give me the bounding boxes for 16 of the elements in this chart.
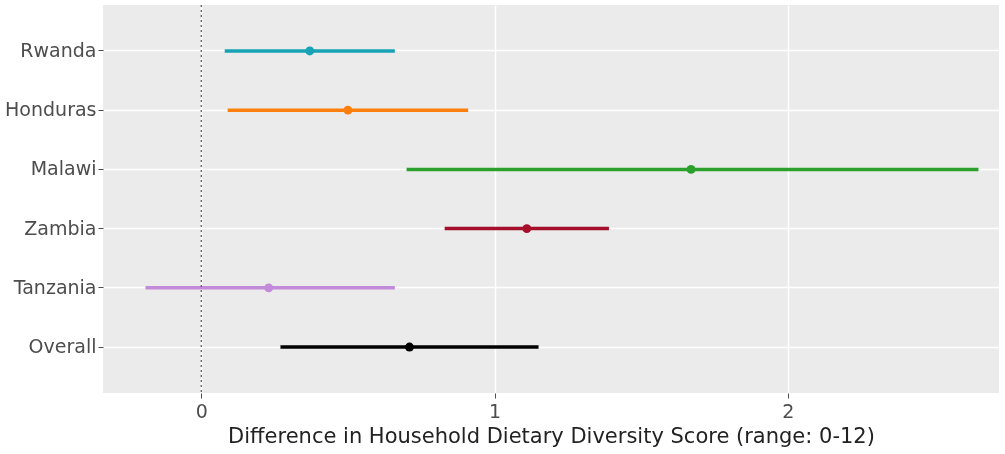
x-tick-label: 2 — [782, 399, 795, 422]
y-tick-label: Rwanda — [20, 38, 97, 61]
point — [343, 105, 353, 115]
x-tick-label: 0 — [195, 399, 208, 422]
y-tick-label: Malawi — [30, 157, 97, 180]
y-tick-label: Tanzania — [12, 275, 97, 298]
point — [522, 224, 532, 234]
x-axis-title: Difference in Household Dietary Diversity Score (range: 0-12) — [228, 423, 875, 448]
point — [264, 283, 274, 293]
y-tick-label: Zambia — [24, 216, 97, 239]
point — [405, 342, 414, 352]
point — [305, 46, 315, 56]
point — [686, 164, 696, 174]
y-tick-label: Honduras — [5, 98, 97, 121]
y-tick-label: Overall — [28, 335, 97, 358]
x-tick-label: 1 — [488, 399, 502, 422]
